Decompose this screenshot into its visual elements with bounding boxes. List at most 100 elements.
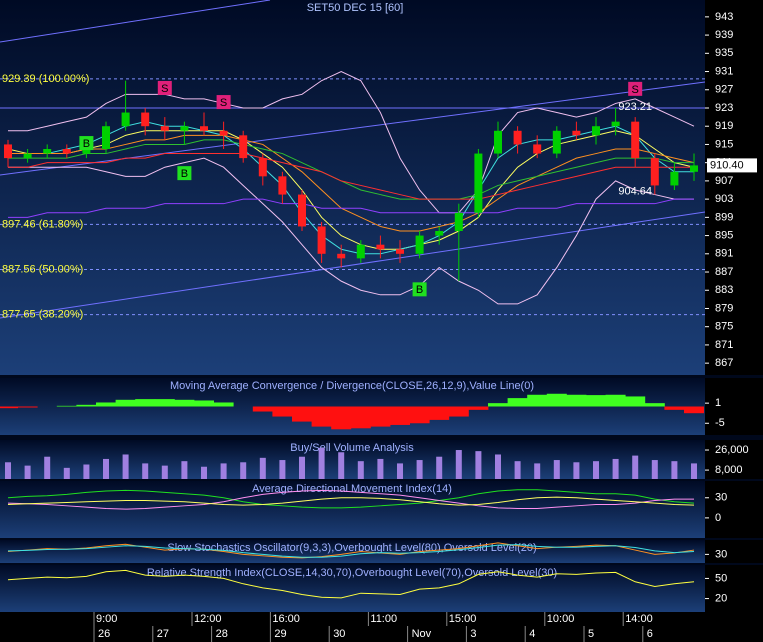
candle-body bbox=[102, 126, 110, 149]
indicator-line bbox=[7, 489, 694, 510]
bar bbox=[632, 455, 639, 479]
bar bbox=[534, 463, 541, 479]
y-tick-label: 895 bbox=[715, 229, 733, 241]
fib-label: 877.65 (38.20%) bbox=[2, 309, 83, 321]
x-axis-background bbox=[0, 612, 763, 642]
y-tick-label: 883 bbox=[715, 284, 733, 296]
price-annotation: 904.64 bbox=[618, 186, 652, 198]
indicator-line bbox=[8, 139, 694, 200]
signal-label: B bbox=[83, 138, 90, 150]
bar bbox=[436, 456, 443, 479]
bar bbox=[292, 406, 312, 422]
bar bbox=[220, 463, 227, 479]
y-tick-label: 939 bbox=[715, 29, 733, 41]
panel-title: Slow Stochastics Oscillator(9,3,3),Overb… bbox=[167, 542, 536, 554]
bar bbox=[605, 394, 626, 407]
indicator-line bbox=[7, 130, 695, 250]
y-tick-label: 923 bbox=[715, 102, 733, 114]
bar bbox=[586, 395, 606, 407]
bar bbox=[691, 463, 697, 479]
candle-body bbox=[376, 244, 385, 250]
date-label: 4 bbox=[529, 628, 535, 640]
candle-body bbox=[23, 153, 32, 159]
candle-body bbox=[650, 158, 659, 186]
signal-marker bbox=[628, 81, 643, 96]
candle-body bbox=[258, 158, 267, 177]
candle-body bbox=[454, 212, 463, 232]
signal-label: S bbox=[220, 97, 227, 109]
signal-marker bbox=[216, 95, 231, 110]
bar bbox=[24, 465, 31, 479]
panel-background bbox=[0, 0, 705, 375]
y-tick-label: 943 bbox=[715, 11, 733, 23]
bar bbox=[142, 463, 149, 479]
indicator-line bbox=[7, 496, 695, 506]
panel-title: Buy/Sell Volume Analysis bbox=[290, 442, 414, 454]
date-label: 6 bbox=[647, 628, 653, 640]
y-tick-label: 931 bbox=[715, 65, 733, 77]
axis-background bbox=[705, 378, 763, 435]
bar bbox=[409, 406, 430, 424]
bar bbox=[357, 461, 364, 479]
axis-background bbox=[705, 481, 763, 538]
bar bbox=[495, 454, 501, 479]
candle-body bbox=[592, 126, 600, 136]
bar bbox=[154, 399, 175, 407]
time-label: 16:00 bbox=[272, 613, 300, 625]
bar bbox=[240, 462, 247, 479]
time-label: 15:00 bbox=[449, 613, 477, 625]
signal-marker bbox=[177, 166, 192, 181]
bar bbox=[468, 406, 489, 410]
bar bbox=[161, 465, 168, 479]
candle-body bbox=[4, 144, 12, 159]
y-tick-label: 30 bbox=[715, 548, 727, 560]
y-tick-label: 50 bbox=[715, 572, 727, 584]
y-tick-label: 1 bbox=[715, 397, 721, 409]
panel-title: SET50 DEC 15 [60] bbox=[307, 2, 404, 14]
y-tick-label: -5 bbox=[715, 417, 725, 429]
bar bbox=[593, 461, 599, 479]
bar bbox=[390, 406, 410, 425]
y-tick-label: 879 bbox=[715, 302, 733, 314]
y-tick-label: 919 bbox=[715, 120, 733, 132]
y-tick-label: 867 bbox=[715, 357, 733, 369]
bar bbox=[566, 394, 587, 407]
bar bbox=[259, 457, 266, 479]
bar bbox=[684, 406, 704, 414]
y-tick-label: 30 bbox=[715, 492, 727, 504]
last-price-box bbox=[707, 158, 757, 173]
date-label: 30 bbox=[333, 628, 345, 640]
bar bbox=[514, 461, 521, 479]
candle-body bbox=[611, 121, 620, 127]
indicator-line bbox=[8, 70, 695, 214]
bar bbox=[194, 400, 214, 407]
axis-background bbox=[705, 440, 763, 479]
signal-marker bbox=[157, 80, 172, 95]
candle-body bbox=[337, 253, 346, 259]
y-tick-label: 899 bbox=[715, 211, 733, 223]
bar bbox=[272, 406, 293, 417]
fib-label: 897.46 (61.80%) bbox=[2, 218, 83, 230]
signal-marker bbox=[412, 282, 427, 297]
panel-title: Average Directional Movement Index(14) bbox=[252, 483, 452, 495]
fib-label: 929.39 (100.00%) bbox=[2, 73, 89, 85]
y-tick-label: 875 bbox=[715, 321, 733, 333]
panel-background bbox=[0, 440, 705, 479]
candle-body bbox=[533, 144, 542, 154]
candle-body bbox=[670, 171, 679, 186]
bar bbox=[0, 406, 18, 409]
indicator-line bbox=[8, 134, 695, 232]
bar bbox=[252, 406, 273, 412]
panel-title: Moving Average Convergence / Divergence(… bbox=[170, 380, 534, 392]
bar bbox=[612, 458, 619, 479]
signal-label: B bbox=[181, 168, 188, 180]
candle-body bbox=[356, 244, 365, 259]
bar bbox=[573, 462, 580, 479]
bar bbox=[455, 450, 462, 479]
y-tick-label: 907 bbox=[715, 175, 733, 187]
signal-marker bbox=[79, 136, 94, 151]
y-tick-label: 915 bbox=[715, 138, 733, 150]
candle-body bbox=[435, 231, 444, 236]
bar bbox=[44, 456, 51, 479]
candle-body bbox=[82, 148, 91, 154]
